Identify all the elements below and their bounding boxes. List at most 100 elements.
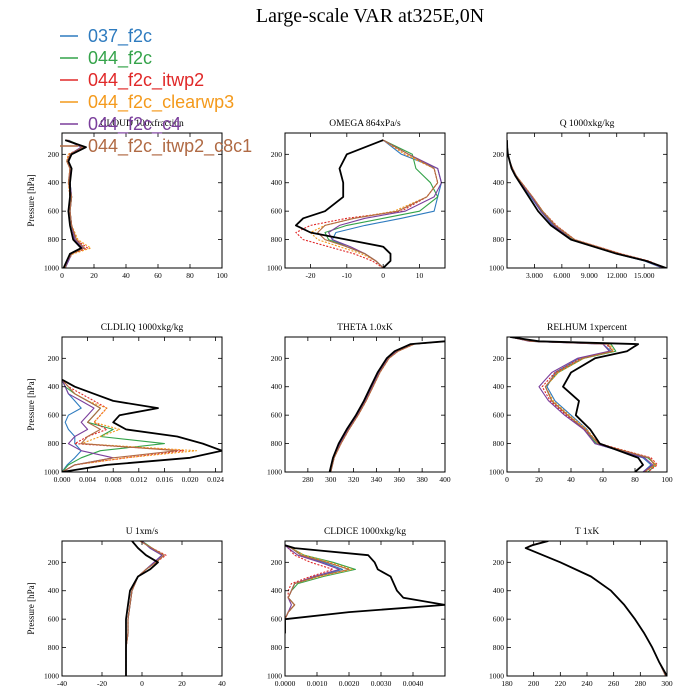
x-tick-label: 0.0020 xyxy=(339,679,360,688)
x-tick-label: -40 xyxy=(57,679,67,688)
x-tick-label: 20 xyxy=(535,475,543,484)
y-tick-label: 400 xyxy=(493,382,505,391)
series-line-s037-f2c xyxy=(62,379,82,472)
series-line-s044-f2c-itwp2-c8c1 xyxy=(62,379,178,472)
y-tick-label: 1000 xyxy=(267,672,282,681)
x-tick-label: 0.0030 xyxy=(371,679,392,688)
x-tick-label: 320 xyxy=(348,475,360,484)
panel-title: RELHUM 1xpercent xyxy=(547,323,627,333)
legend-label: 037_f2c xyxy=(88,26,152,47)
y-tick-label: 800 xyxy=(493,235,505,244)
x-tick-label: 0.004 xyxy=(79,475,96,484)
y-tick-label: 800 xyxy=(493,643,505,652)
series-line-s044-f2c-clearwp3 xyxy=(510,337,657,472)
y-tick-label: 1000 xyxy=(44,672,59,681)
panel-title: OMEGA 864xPa/s xyxy=(329,119,401,129)
y-tick-label: 400 xyxy=(493,586,505,595)
plot-frame xyxy=(284,132,446,269)
y-axis-label: Pressure [hPa] xyxy=(26,582,36,634)
figure-title: Large-scale VAR at325E,0N xyxy=(256,5,484,27)
y-tick-label: 800 xyxy=(48,439,60,448)
y-tick-label: 200 xyxy=(271,558,283,567)
y-tick-label: 1000 xyxy=(44,468,59,477)
panel-4: CLDLIQ 1000xkg/kg Pressure [hPa] 200 400 600… xyxy=(26,323,224,484)
plot-frame xyxy=(61,132,223,269)
series-line-s044-f2c-itwp2-c8c1 xyxy=(330,340,445,472)
x-tick-label: 340 xyxy=(371,475,383,484)
y-tick-label: 800 xyxy=(271,643,283,652)
series-group xyxy=(125,541,167,676)
y-tick-label: 800 xyxy=(271,439,283,448)
series-line-s037-f2c xyxy=(525,541,667,676)
y-tick-label: 800 xyxy=(493,439,505,448)
series-line-s044-f2c-itwp2-c8c1 xyxy=(510,337,655,472)
series-group xyxy=(328,340,445,472)
series-line-obs xyxy=(507,140,667,268)
y-axis-label: Pressure [hPa] xyxy=(26,378,36,430)
panel-title: CLDLIQ 1000xkg/kg xyxy=(101,323,184,333)
series-line-obs xyxy=(328,340,445,472)
y-tick-label: 1000 xyxy=(489,672,504,681)
x-tick-label: 20 xyxy=(90,271,98,280)
series-line-s044-f2c xyxy=(507,140,665,268)
panel-5: THETA 1.0xK 200 400 600 800 1000 280 300 320 340 3… xyxy=(267,323,451,484)
series-line-s044-f2c-c4 xyxy=(507,140,664,268)
x-tick-label: 380 xyxy=(417,475,429,484)
x-tick-label: 100 xyxy=(216,271,228,280)
plot-frame xyxy=(61,336,223,473)
series-line-s044-f2c-itwp2-c8c1 xyxy=(317,139,439,268)
plot-frame xyxy=(284,336,446,473)
y-tick-label: 400 xyxy=(48,178,60,187)
x-tick-label: 220 xyxy=(555,679,567,688)
panel-title: CLOUD 100xfraction xyxy=(100,118,184,129)
x-tick-label: 360 xyxy=(394,475,406,484)
legend-label: 044_f2c_clearwp3 xyxy=(88,92,234,113)
y-tick-label: 400 xyxy=(48,382,60,391)
x-tick-label: 0.008 xyxy=(105,475,122,484)
x-tick-label: 12.000 xyxy=(606,271,627,280)
x-tick-label: 0.024 xyxy=(207,475,224,484)
x-tick-label: 240 xyxy=(581,679,593,688)
series-line-s044-f2c-itwp2 xyxy=(507,140,666,268)
x-tick-label: 260 xyxy=(608,679,620,688)
x-tick-label: 15.000 xyxy=(634,271,655,280)
x-tick-label: -20 xyxy=(97,679,107,688)
y-tick-label: 400 xyxy=(48,586,60,595)
y-tick-label: 200 xyxy=(48,150,60,159)
x-tick-label: 0.0040 xyxy=(403,679,424,688)
plot-frame xyxy=(506,132,668,269)
legend-label: 044_f2c xyxy=(88,48,152,69)
x-tick-label: 6.000 xyxy=(553,271,570,280)
legend: 037_f2c044_f2c044_f2c_itwp2044_f2c_clear… xyxy=(60,26,252,157)
panel-title: CLDICE 1000xkg/kg xyxy=(324,527,406,537)
x-tick-label: 0 xyxy=(381,271,385,280)
y-tick-label: 800 xyxy=(48,235,60,244)
series-line-s044-f2c-c4 xyxy=(525,541,667,676)
series-line-obs xyxy=(524,541,667,676)
legend-label: 044_f2c_itwp2 xyxy=(88,70,204,91)
plot-frame xyxy=(284,540,446,677)
y-tick-label: 200 xyxy=(271,354,283,363)
x-tick-label: 80 xyxy=(186,271,194,280)
series-line-s044-f2c-itwp2-c8c1 xyxy=(525,541,667,676)
series-line-obs xyxy=(294,139,392,268)
series-line-obs xyxy=(62,378,222,472)
series-group xyxy=(507,140,667,268)
x-tick-label: 400 xyxy=(439,475,451,484)
series-line-s037-f2c xyxy=(507,140,663,268)
x-tick-label: 20 xyxy=(178,679,186,688)
x-tick-label: 280 xyxy=(635,679,647,688)
x-tick-label: -10 xyxy=(342,271,352,280)
x-tick-label: 100 xyxy=(661,475,673,484)
y-tick-label: 200 xyxy=(493,150,505,159)
x-tick-label: 60 xyxy=(599,475,607,484)
series-group xyxy=(510,337,658,472)
y-tick-label: 600 xyxy=(493,615,505,624)
y-tick-label: 1000 xyxy=(267,264,282,273)
x-tick-label: 3.000 xyxy=(526,271,543,280)
x-tick-label: 0.016 xyxy=(156,475,173,484)
